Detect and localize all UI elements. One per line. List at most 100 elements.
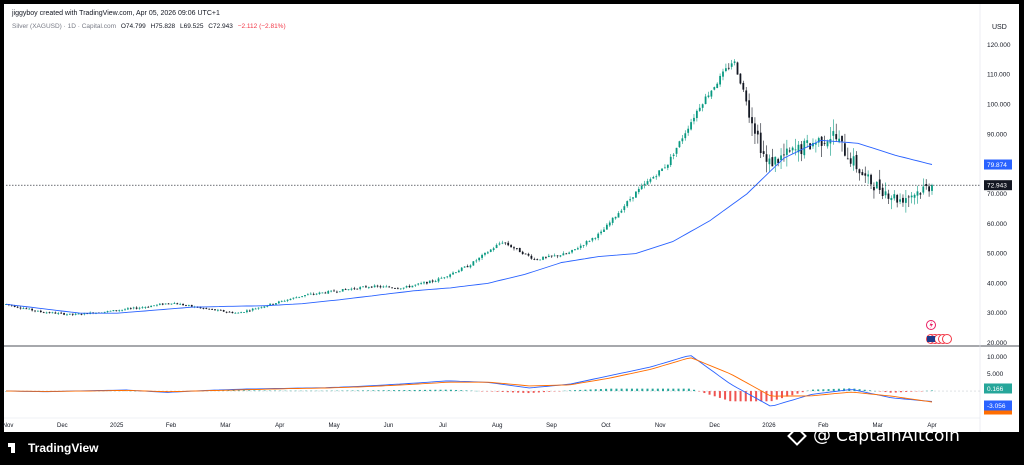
candle-body	[826, 141, 829, 147]
candle-body	[309, 293, 312, 295]
candle-body	[77, 313, 80, 315]
candle-body	[571, 249, 573, 253]
histogram-bar	[899, 391, 902, 393]
candle-body	[713, 87, 716, 90]
candle-body	[695, 110, 698, 119]
histogram-bar	[889, 391, 892, 393]
candle-body	[376, 285, 379, 287]
candle-body	[550, 255, 553, 257]
candle-body	[170, 303, 173, 305]
candle-body	[907, 196, 910, 198]
candle-body	[388, 286, 391, 288]
candle-body	[797, 144, 800, 153]
histogram-bar	[796, 391, 799, 394]
candle-body	[623, 206, 626, 211]
candle-body	[211, 309, 214, 310]
price-chart[interactable]: 120.000110.000100.00090.00080.00070.0006…	[0, 0, 1024, 432]
candle-body	[780, 155, 782, 161]
candle-body	[783, 154, 785, 156]
event-flag-icon	[942, 334, 952, 344]
candle-body	[652, 176, 655, 179]
candle-body	[431, 280, 434, 282]
histogram-bar	[449, 389, 452, 392]
histogram-bar	[444, 389, 447, 392]
candle-body	[919, 193, 922, 195]
candle-body	[542, 256, 544, 260]
candle-body	[124, 309, 126, 311]
candle-body	[280, 300, 283, 302]
candle-body	[118, 310, 121, 312]
candle-body	[373, 285, 376, 288]
candle-body	[640, 185, 643, 190]
currency-label[interactable]: USD	[992, 24, 1007, 31]
last-price-badge	[984, 180, 1012, 191]
candle-body	[881, 187, 884, 197]
candle-body	[774, 156, 777, 165]
y-tick-label: 60.000	[987, 221, 1007, 228]
candle-body	[324, 292, 327, 294]
osc-y-tick-label: 5.000	[987, 371, 1004, 378]
candle-body	[214, 309, 216, 311]
candle-body	[176, 303, 179, 305]
histogram-bar	[605, 388, 608, 392]
histogram-bar	[574, 390, 577, 392]
y-tick-label: 120.000	[987, 42, 1011, 49]
candle-body	[513, 247, 515, 249]
candle-body	[861, 172, 864, 176]
x-tick-label: Dec	[709, 423, 720, 429]
candle-body	[185, 305, 187, 306]
candle-body	[698, 107, 701, 111]
candle-body	[489, 249, 492, 252]
candle-body	[530, 255, 533, 259]
candle-body	[405, 286, 408, 288]
histogram-bar	[253, 390, 256, 392]
x-tick-label: Jul	[439, 423, 447, 429]
candle-body	[594, 237, 597, 239]
histogram-bar	[455, 389, 458, 392]
candle-body	[80, 313, 83, 315]
candle-body	[231, 311, 234, 314]
candle-body	[298, 296, 301, 298]
histogram-bar	[258, 390, 261, 392]
candle-body	[724, 68, 727, 72]
y-tick-label: 100.000	[987, 102, 1011, 109]
histogram-bar	[843, 388, 846, 392]
candle-body	[318, 292, 321, 294]
histogram-bar	[372, 390, 375, 392]
candle-body	[399, 288, 402, 290]
candle-body	[832, 131, 835, 136]
candle-body	[263, 306, 266, 308]
candle-body	[283, 300, 286, 302]
candle-body	[739, 73, 742, 84]
candle-body	[579, 245, 582, 248]
candle-body	[545, 256, 547, 258]
histogram-bar	[361, 390, 364, 392]
candle-body	[568, 252, 571, 254]
symbol-legend[interactable]: Silver (XAGUSD) · 1D · Capital.com O74.7…	[12, 23, 286, 30]
candle-body	[690, 122, 692, 130]
candle-body	[504, 242, 507, 244]
histogram-bar	[501, 391, 504, 392]
histogram-bar	[625, 388, 628, 392]
candle-body	[68, 313, 71, 315]
candle-body	[649, 179, 652, 182]
candle-body	[19, 307, 22, 309]
candle-body	[312, 293, 315, 295]
histogram-bar	[377, 390, 380, 392]
candle-body	[286, 299, 289, 301]
candle-body	[559, 255, 562, 257]
candle-body	[225, 311, 228, 313]
x-tick-label: Apr	[927, 423, 936, 429]
candle-body	[629, 199, 632, 201]
candle-body	[306, 294, 309, 296]
candle-body	[904, 198, 907, 203]
histogram-bar	[755, 391, 758, 402]
candle-body	[742, 82, 745, 90]
histogram-bar	[713, 391, 716, 397]
candle-body	[855, 154, 858, 170]
change-value: −2.112 (−2.81%)	[237, 23, 286, 30]
candle-body	[248, 310, 251, 312]
candle-body	[812, 142, 814, 147]
symbol-name: Silver (XAGUSD) · 1D · Capital.com	[12, 23, 117, 30]
candle-body	[823, 142, 826, 144]
